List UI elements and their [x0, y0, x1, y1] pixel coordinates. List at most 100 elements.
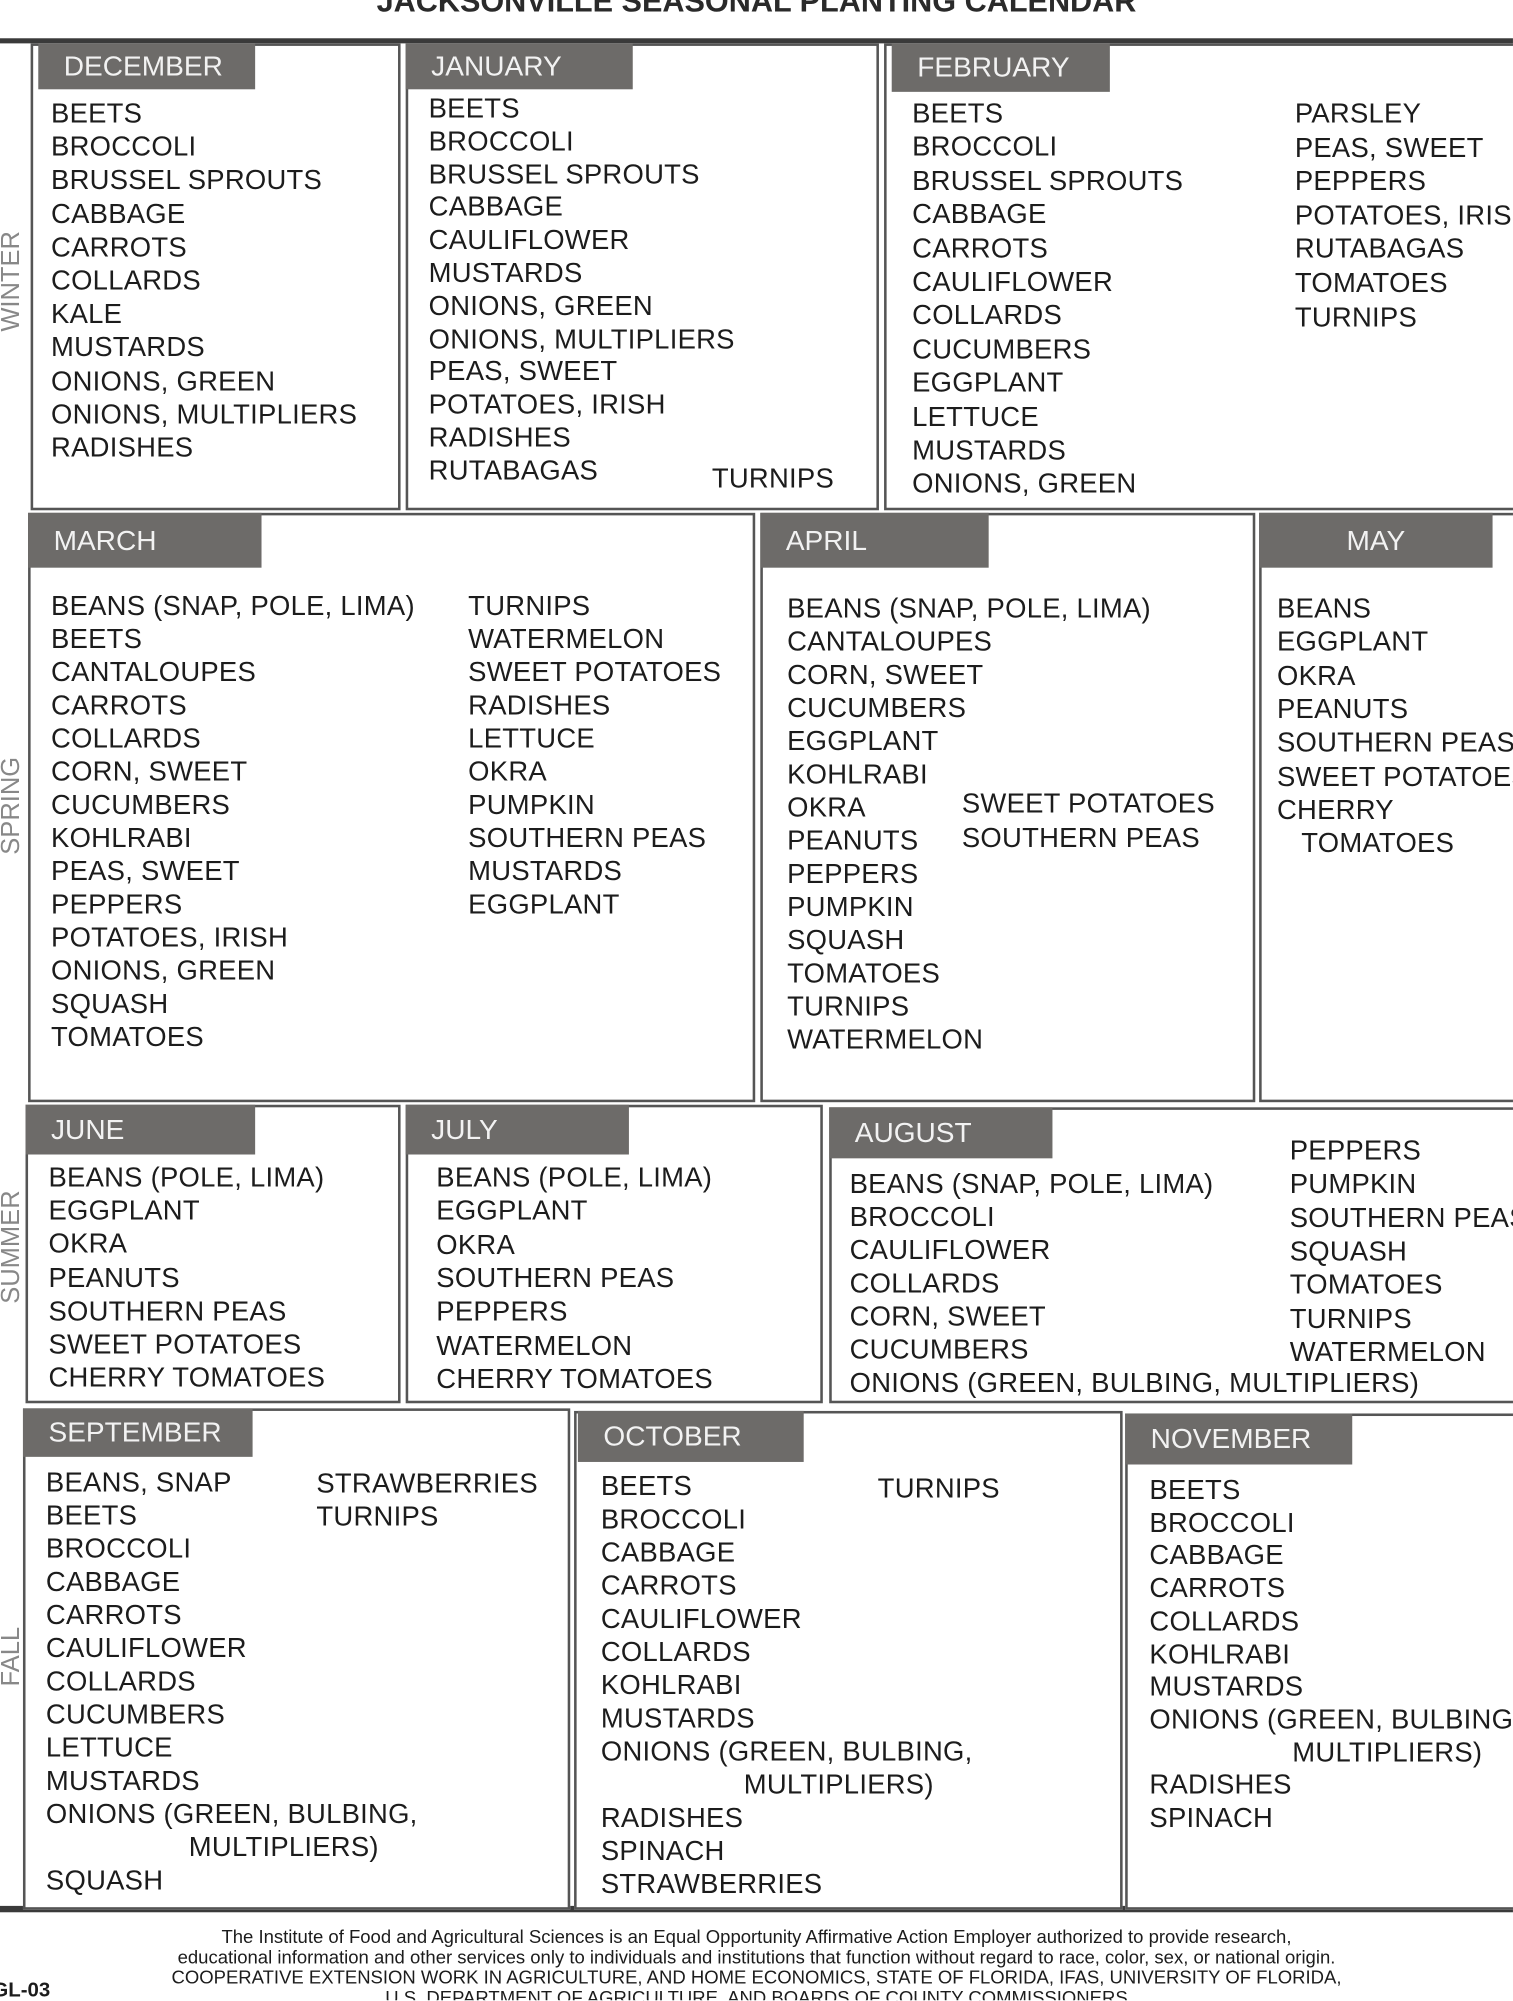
- crop-item: ONIONS (GREEN, BULBING,: [600, 1736, 973, 1767]
- crop-item: CUCUMBERS: [912, 333, 1092, 365]
- crop-item: BEETS: [51, 98, 143, 129]
- season-label-spring: SPRING: [0, 756, 26, 855]
- crop-item: BEETS: [45, 1500, 138, 1531]
- crop-item: CARROTS: [600, 1570, 737, 1602]
- crop-item: BEANS (SNAP, POLE, LIMA): [849, 1168, 1214, 1200]
- crop-item: SWEET POTATOES: [48, 1329, 302, 1360]
- crop-item: WATERMELON: [787, 1024, 984, 1056]
- crop-item: LETTUCE: [468, 723, 595, 754]
- crop-item: COLLARDS: [51, 723, 201, 754]
- crop-item: SWEET POTATOES: [961, 788, 1215, 819]
- crop-item: EGGPLANT: [1276, 626, 1429, 658]
- crop-item: MUSTARDS: [428, 257, 583, 289]
- crop-item: BRUSSEL SPROUTS: [912, 165, 1184, 197]
- crop-item: BEANS (POLE, LIMA): [48, 1162, 325, 1193]
- month-box-october: [574, 1410, 1123, 1910]
- crop-item: CUCUMBERS: [787, 692, 967, 724]
- crop-item: PARSLEY: [1294, 98, 1422, 129]
- crop-item: CHERRY: [1276, 794, 1394, 826]
- season-label-fall: FALL: [0, 1626, 26, 1687]
- crop-item: CANTALOUPES: [787, 626, 993, 657]
- month-box-june: [25, 1104, 401, 1404]
- crop-item: TURNIPS: [787, 991, 910, 1022]
- crop-item: PUMPKIN: [1289, 1168, 1417, 1200]
- month-header-october: OCTOBER: [577, 1410, 804, 1462]
- crop-item: PEANUTS: [1276, 693, 1409, 725]
- crop-item: RADISHES: [468, 690, 611, 721]
- crop-item: STRAWBERRIES: [600, 1868, 823, 1900]
- crop-item: EGGPLANT: [912, 367, 1064, 399]
- crop-item: SQUASH: [787, 924, 905, 956]
- crop-item: SPINACH: [600, 1835, 725, 1867]
- crop-item: BRUSSEL SPROUTS: [428, 158, 700, 190]
- crop-item: CUCUMBERS: [51, 789, 231, 821]
- crop-item: KOHLRABI: [787, 759, 928, 790]
- crop-item: RADISHES: [51, 432, 194, 464]
- crop-item: RADISHES: [428, 422, 571, 453]
- crop-item: BROCCOLI: [1149, 1507, 1295, 1539]
- crop-item: PUMPKIN: [787, 891, 914, 923]
- crop-item: TOMATOES: [1294, 267, 1448, 299]
- crop-item: PEPPERS: [1294, 166, 1427, 197]
- crop-item: KOHLRABI: [600, 1669, 742, 1701]
- crop-item: PEPPERS: [51, 889, 183, 920]
- crop-item: TURNIPS: [468, 590, 591, 622]
- crop-item: MUSTARDS: [51, 332, 205, 363]
- crop-item: BEETS: [428, 93, 520, 124]
- crop-item: BEETS: [600, 1470, 693, 1502]
- crop-item: POTATOES, IRISH: [428, 389, 666, 420]
- crop-item: WATERMELON: [1289, 1336, 1486, 1368]
- crop-item: CAULIFLOWER: [428, 224, 630, 256]
- crop-item: PEAS, SWEET: [51, 855, 240, 887]
- month-header-july: JULY: [405, 1104, 629, 1155]
- crop-item: SOUTHERN PEAS: [468, 822, 707, 854]
- crop-item: ONIONS, GREEN: [428, 290, 653, 322]
- crop-item: CARROTS: [912, 232, 1049, 264]
- crop-item: EGGPLANT: [787, 725, 939, 757]
- crop-item: CUCUMBERS: [849, 1334, 1029, 1365]
- crop-item: RUTABAGAS: [1294, 233, 1465, 265]
- crop-item: SOUTHERN PEAS: [48, 1295, 287, 1327]
- footer-line: U.S. DEPARTMENT OF AGRICULTURE, AND BOAR…: [385, 1988, 1128, 2001]
- crop-item: BROCCOLI: [45, 1533, 192, 1565]
- crop-item: TOMATOES: [1301, 828, 1455, 859]
- crop-item: COLLARDS: [600, 1636, 751, 1668]
- month-header-april: APRIL: [760, 512, 989, 568]
- month-header-march: MARCH: [28, 512, 262, 568]
- crop-item: CABBAGE: [45, 1566, 181, 1598]
- crop-item: PEAS, SWEET: [1294, 132, 1484, 163]
- crop-item: ONIONS, GREEN: [51, 955, 276, 987]
- crop-item: CORN, SWEET: [51, 756, 248, 788]
- crop-item: PEPPERS: [436, 1296, 568, 1327]
- crop-item: CAULIFLOWER: [849, 1234, 1051, 1266]
- crop-item: CAULIFLOWER: [912, 266, 1114, 298]
- crop-item: MUSTARDS: [1149, 1671, 1304, 1703]
- crop-item: COLLARDS: [45, 1666, 196, 1697]
- month-box-november: [1125, 1413, 1513, 1910]
- month-box-september: [22, 1408, 571, 1910]
- crop-item: CABBAGE: [1149, 1540, 1284, 1571]
- page-title: JACKSONVILLE SEASONAL PLANTING CALENDAR: [376, 0, 1137, 20]
- crop-item: TURNIPS: [1294, 301, 1418, 333]
- document-code: GL-03: [0, 1979, 51, 2001]
- crop-item: LETTUCE: [912, 401, 1039, 432]
- crop-item: CABBAGE: [600, 1537, 736, 1568]
- crop-item: SWEET POTATOES: [1276, 760, 1513, 792]
- season-label-summer: SUMMER: [0, 1190, 26, 1304]
- crop-item: CHERRY TOMATOES: [48, 1362, 326, 1394]
- crop-item: BROCCOLI: [428, 126, 574, 157]
- crop-item: CABBAGE: [912, 199, 1047, 230]
- crop-item: CARROTS: [51, 231, 187, 263]
- crop-item: BEETS: [51, 623, 143, 655]
- season-label-winter: WINTER: [0, 231, 26, 332]
- crop-item: CARROTS: [45, 1599, 182, 1631]
- crop-item: SQUASH: [1289, 1236, 1408, 1267]
- crop-item: ONIONS (GREEN, BULBING,: [45, 1798, 418, 1830]
- crop-item: MUSTARDS: [468, 855, 623, 887]
- crop-item: MUSTARDS: [912, 435, 1067, 466]
- crop-item: ONIONS (GREEN, BULBING,: [1149, 1704, 1513, 1735]
- crop-item: BEETS: [912, 98, 1004, 129]
- crop-item: MULTIPLIERS): [1292, 1736, 1483, 1768]
- crop-item: BROCCOLI: [600, 1504, 747, 1535]
